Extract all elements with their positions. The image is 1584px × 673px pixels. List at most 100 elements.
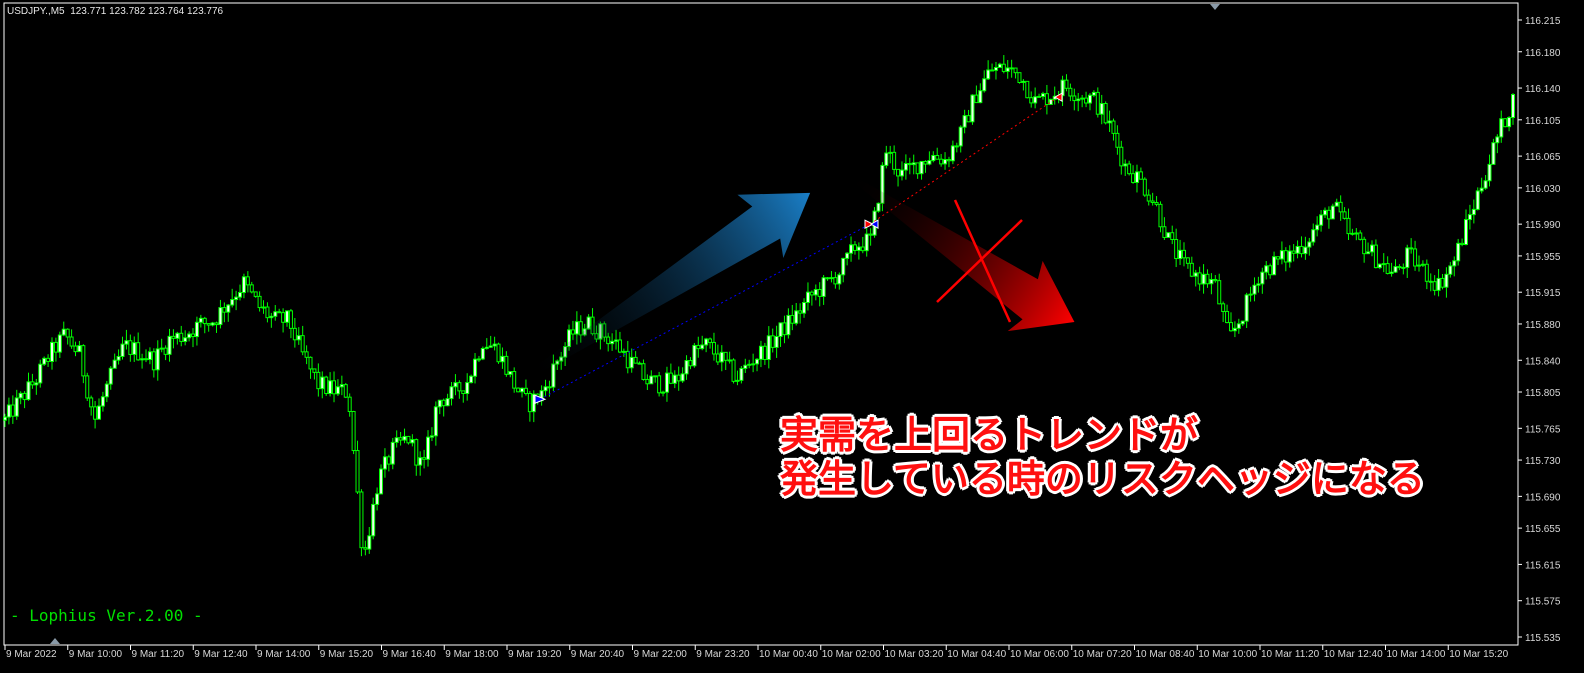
candle-body [245, 276, 250, 286]
candle [1275, 256, 1280, 266]
candle-body [1471, 208, 1476, 216]
candle [320, 371, 325, 399]
candle [943, 152, 948, 170]
candle [292, 317, 297, 348]
buy-trade-line[interactable] [539, 223, 871, 400]
candle [1217, 273, 1222, 305]
candle [488, 335, 493, 348]
candle-body [1334, 201, 1339, 207]
candle [1311, 223, 1316, 246]
candle [281, 308, 286, 333]
candle [65, 328, 70, 345]
candle [1181, 242, 1186, 267]
candle [38, 359, 43, 388]
candle [89, 395, 94, 416]
candle [140, 353, 145, 369]
candle [1291, 244, 1296, 262]
candle [159, 338, 164, 353]
candle [1416, 255, 1421, 272]
candle [457, 380, 462, 399]
candle [1001, 55, 1006, 74]
candle-body [218, 307, 223, 326]
candle [876, 202, 881, 213]
candle [723, 351, 728, 371]
candle [833, 271, 838, 289]
candle-body [1248, 293, 1253, 296]
candle-body [1420, 263, 1425, 266]
candle [167, 328, 172, 362]
candle-body [469, 375, 474, 384]
buy-exit-arrow-icon[interactable] [869, 219, 879, 230]
candle [1315, 216, 1320, 237]
candle [1052, 86, 1057, 105]
candle [6, 397, 11, 425]
scroll-marker[interactable] [50, 638, 60, 644]
candle-body [6, 404, 11, 418]
candle [1095, 87, 1100, 118]
candle-body [1342, 211, 1347, 219]
candle [1436, 268, 1441, 297]
candle [1405, 244, 1410, 278]
candle [661, 390, 666, 397]
candle-body [1205, 273, 1210, 285]
candle [794, 302, 799, 326]
candle [30, 373, 35, 389]
buy-entry-arrow-icon[interactable] [534, 394, 547, 405]
candle [238, 284, 243, 301]
candle [817, 282, 822, 307]
candle-body [112, 359, 117, 369]
candle [202, 316, 207, 334]
candle-body [1463, 219, 1468, 246]
candle [903, 154, 908, 180]
candle-body [1287, 250, 1292, 263]
candle [1452, 256, 1457, 277]
candle-body [974, 94, 979, 104]
sell-entry-arrow-icon[interactable] [864, 219, 875, 229]
candle-body [1483, 180, 1488, 189]
candle [739, 365, 744, 384]
candle [786, 308, 791, 339]
candle [809, 290, 814, 306]
candle-body [508, 371, 513, 375]
candle-body [958, 126, 963, 147]
candle-body [523, 387, 528, 395]
candle-body [355, 450, 360, 493]
candle-body [790, 314, 795, 324]
candle [120, 336, 125, 360]
candle [394, 430, 399, 448]
candle-body [782, 322, 787, 336]
candle [85, 372, 90, 401]
chart-shift-marker[interactable] [1210, 4, 1220, 10]
candle [825, 277, 830, 281]
candle-body [1428, 280, 1433, 283]
candle [206, 323, 211, 332]
candle [939, 153, 944, 167]
candle [253, 291, 258, 298]
candle-body [144, 358, 149, 361]
candle-body [704, 338, 709, 346]
candle [1330, 203, 1335, 220]
sell-exit-arrow-icon[interactable] [1053, 92, 1063, 102]
candle-body [1166, 232, 1171, 238]
candle [727, 351, 732, 364]
candle-body [1185, 257, 1190, 264]
candle [433, 401, 438, 446]
candle-body [453, 382, 458, 388]
candle [449, 381, 454, 406]
candle-body [943, 159, 948, 165]
candle [147, 347, 152, 365]
candle [285, 310, 290, 327]
candle [22, 391, 27, 409]
x-tick-label: 10 Mar 04:40 [947, 649, 1006, 660]
candle [1091, 90, 1096, 98]
candle [676, 366, 681, 391]
candle-body [492, 343, 497, 347]
candle-body [183, 337, 188, 342]
candle-body [128, 340, 133, 355]
candle-body [1091, 91, 1096, 96]
candle [978, 83, 983, 104]
candle-body [1189, 262, 1194, 277]
candle-body [527, 393, 532, 413]
y-tick-label: 115.805 [1525, 388, 1561, 399]
